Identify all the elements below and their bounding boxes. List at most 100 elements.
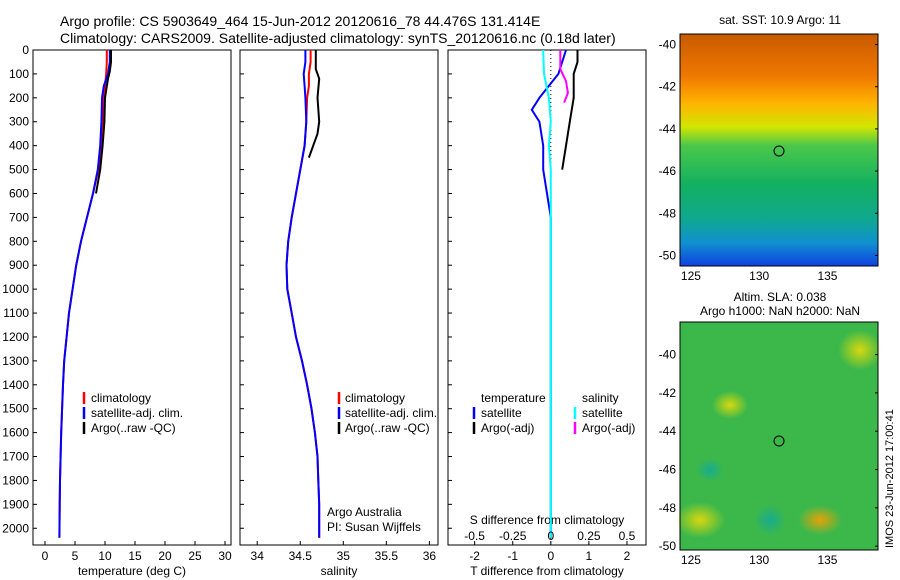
- x-tick-label: 2: [624, 549, 631, 563]
- series-line: [285, 50, 321, 538]
- y-tick-label: 1100: [3, 306, 29, 320]
- salinity-profile-panel: [239, 49, 439, 546]
- legend-satellite: satellite-adj. clim.: [345, 406, 437, 420]
- s-difference-label: S difference from climatology: [470, 513, 625, 527]
- y-tick-label: 1600: [2, 426, 29, 440]
- legend-argo: Argo(..raw -QC): [91, 421, 176, 435]
- map-lat-label: -40: [659, 38, 677, 52]
- x-tick-label: 20: [158, 549, 172, 563]
- figure-title-line2: Climatology: CARS2009. Satellite-adjuste…: [60, 30, 616, 46]
- map-lat-label: -48: [659, 206, 677, 220]
- salinity-legend: climatology satellite-adj. clim. Argo(..…: [337, 391, 437, 435]
- y-tick-label: 600: [9, 186, 29, 200]
- legend-argo: Argo(..raw -QC): [345, 421, 430, 435]
- legend-t-argo: Argo(-adj): [481, 421, 534, 435]
- series-line: [307, 50, 321, 158]
- credit-line2: PI: Susan Wijffels: [327, 520, 421, 534]
- x-tick-label: 34: [251, 549, 265, 563]
- imos-timestamp: IMOS 23-Jun-2012 17:00:41: [884, 409, 896, 548]
- legend-s-satellite: satellite: [582, 406, 623, 420]
- argo-location-marker-sst: [773, 145, 785, 157]
- map-lat-label: -48: [659, 501, 677, 515]
- legend-climatology: climatology: [345, 391, 405, 405]
- sst-field: [680, 34, 878, 266]
- map-lon-label: 135: [817, 553, 837, 567]
- map-tick-labels: -40 -42 -44 -46 -48 -50 125 130 135 -40 -42 -44 -46 -…: [659, 38, 878, 567]
- series-line: [285, 50, 321, 538]
- s-tick-label: -0.25: [499, 529, 527, 543]
- y-tick-label: 1200: [2, 330, 29, 344]
- series-line: [559, 50, 569, 103]
- map-lat-label: -50: [659, 539, 677, 553]
- x-tick-label: 5: [72, 549, 79, 563]
- series-line: [58, 50, 111, 538]
- x-tick-label: 35.5: [375, 549, 399, 563]
- map-lat-label: -46: [659, 463, 677, 477]
- map-lat-label: -44: [659, 122, 677, 136]
- y-tick-label: 1000: [2, 282, 29, 296]
- depth-tick-labels: 0 100 200 300 400 500 600 700 800 900 1000 1100 1200…: [2, 43, 29, 535]
- map-lon-label: 125: [681, 269, 701, 283]
- map-lat-label: -46: [659, 164, 677, 178]
- x-tick-label: 15: [128, 549, 142, 563]
- map-lon-label: 130: [749, 269, 769, 283]
- map-lat-label: -40: [659, 348, 677, 362]
- sst-map-title: sat. SST: 10.9 Argo: 11: [719, 13, 841, 27]
- s-tick-label: 0.5: [619, 529, 636, 543]
- y-tick-label: 1900: [2, 497, 29, 511]
- y-tick-label: 700: [9, 210, 29, 224]
- y-tick-label: 1800: [2, 473, 29, 487]
- map-lat-label: -50: [659, 248, 677, 262]
- map-lon-label: 135: [817, 269, 837, 283]
- argo-location-marker-sla: [773, 435, 785, 447]
- y-tick-label: 2000: [2, 521, 29, 535]
- x-tick-labels: 0 5 10 15 20 25 30 34 34.5 35 35.5 36 -2 -1 0 1 2 -0.5 -0.…: [42, 529, 636, 563]
- s-tick-label: -0.5: [464, 529, 485, 543]
- y-tick-label: 400: [9, 139, 29, 153]
- temperature-profile-panel: [32, 49, 232, 546]
- legend-s-argo: Argo(-adj): [582, 421, 635, 435]
- series-line: [542, 49, 552, 538]
- y-tick-label: 800: [9, 234, 29, 248]
- y-tick-label: 500: [9, 163, 29, 177]
- temperature-legend: climatology satellite-adj. clim. Argo(..…: [82, 391, 183, 435]
- x-tick-label: -2: [469, 549, 480, 563]
- y-tick-label: 1500: [2, 402, 29, 416]
- series-line: [58, 50, 108, 538]
- map-lon-label: 125: [681, 553, 701, 567]
- sla-map-title-line1: Altim. SLA: 0.038: [734, 290, 827, 304]
- y-tick-label: 1400: [2, 378, 29, 392]
- x-tick-label: 10: [98, 549, 112, 563]
- x-tick-label: 36: [423, 549, 437, 563]
- series-line: [530, 49, 567, 538]
- series-line: [561, 50, 579, 170]
- x-tick-label: -1: [507, 549, 518, 563]
- x-tick-label: 25: [188, 549, 202, 563]
- x-tick-label: 0: [547, 549, 554, 563]
- s-tick-label: 0: [547, 529, 554, 543]
- map-lat-label: -42: [659, 80, 677, 94]
- y-tick-label: 100: [9, 67, 29, 81]
- map-lat-label: -44: [659, 424, 677, 438]
- y-tick-label: 200: [9, 91, 29, 105]
- figure-title-line1: Argo profile: CS 5903649_464 15-Jun-2012…: [60, 13, 540, 29]
- x-tick-label: 35: [337, 549, 351, 563]
- s-tick-label: 0.25: [577, 529, 601, 543]
- temperature-xlabel: temperature (deg C): [78, 564, 186, 578]
- legend-climatology: climatology: [91, 391, 151, 405]
- salinity-xlabel: salinity: [321, 564, 358, 578]
- y-tick-label: 1700: [2, 450, 29, 464]
- y-tick-label: 300: [9, 115, 29, 129]
- y-tick-label: 900: [9, 258, 29, 272]
- profile-curves: [33, 49, 628, 545]
- series-line: [95, 50, 112, 194]
- x-tick-label: 0: [42, 549, 49, 563]
- legend-satellite: satellite-adj. clim.: [91, 406, 183, 420]
- y-tick-label: 0: [22, 43, 29, 57]
- x-tick-label: 34.5: [289, 549, 313, 563]
- y-tick-label: 1300: [2, 354, 29, 368]
- map-lon-label: 130: [749, 553, 769, 567]
- legend-t-satellite: satellite: [481, 406, 522, 420]
- x-tick-label: 1: [586, 549, 593, 563]
